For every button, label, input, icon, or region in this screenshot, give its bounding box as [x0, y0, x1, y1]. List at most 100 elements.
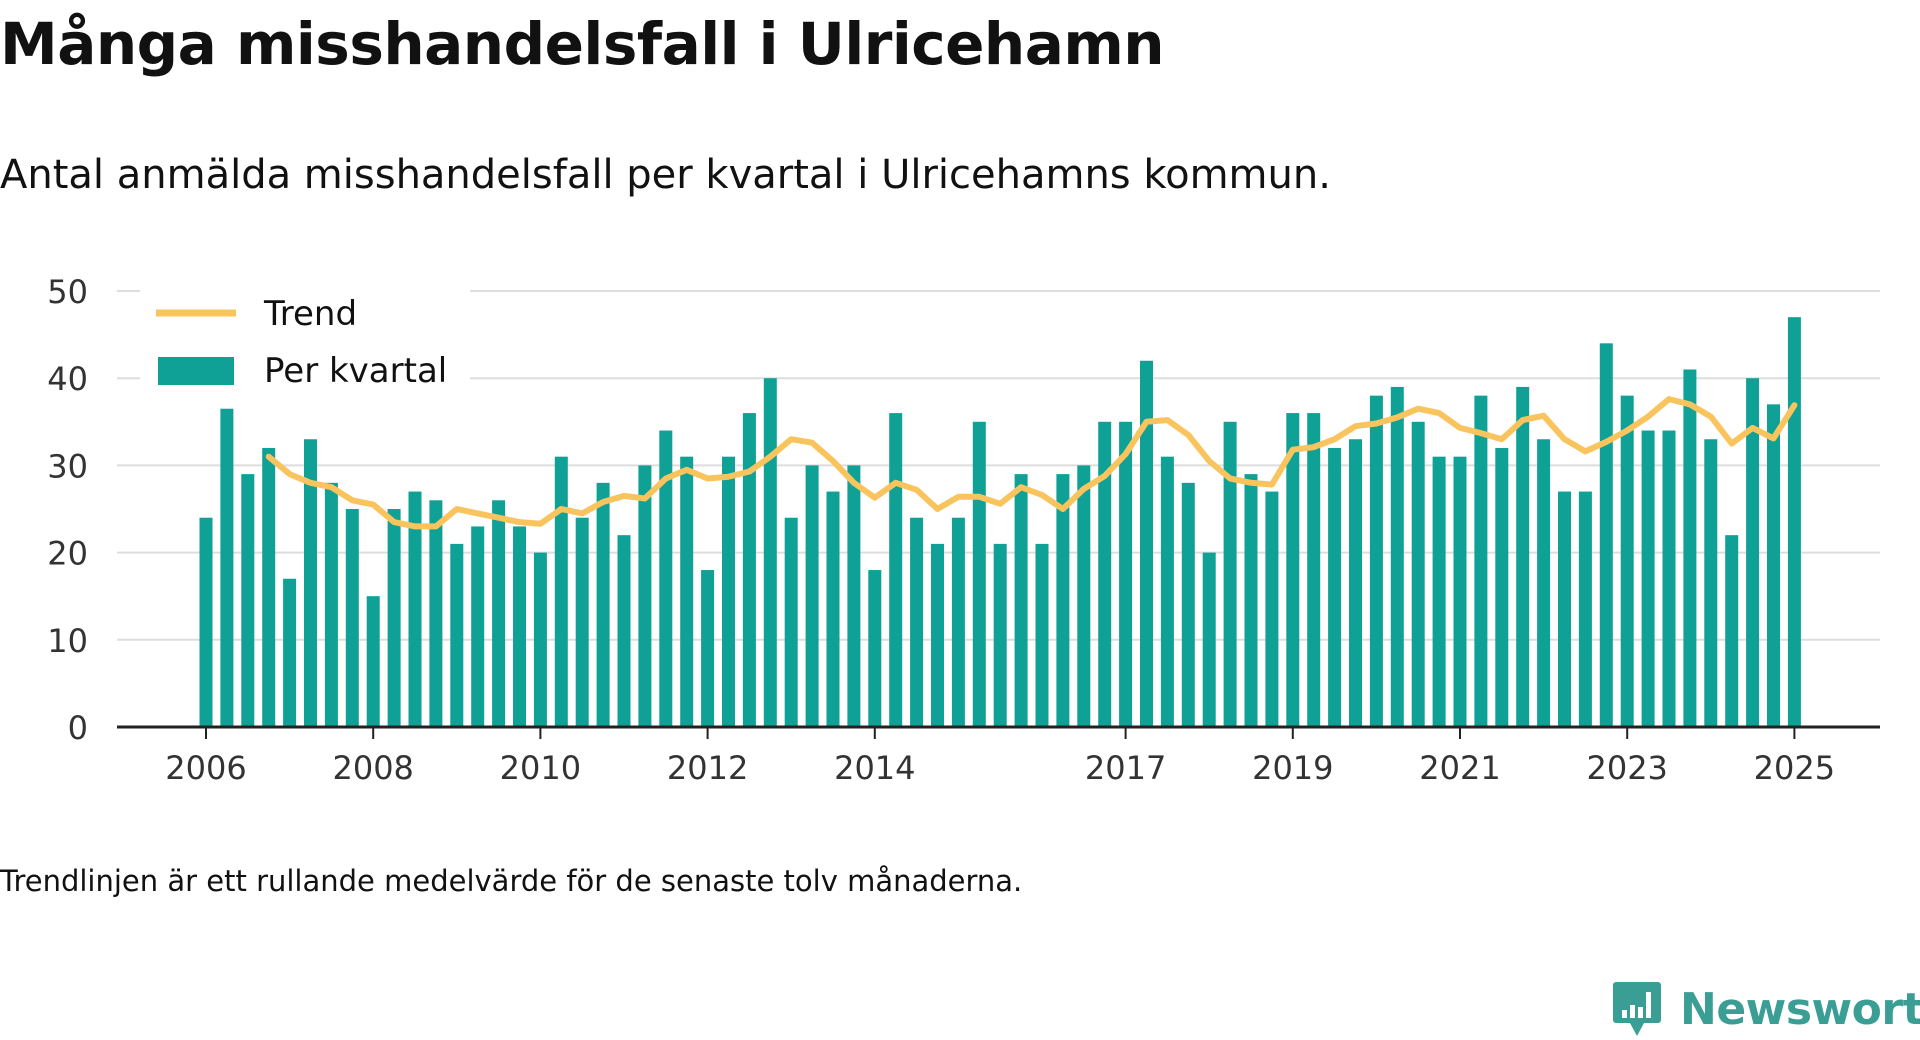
bar [283, 578, 297, 727]
bar [1620, 395, 1634, 727]
bar [701, 570, 715, 727]
bar [513, 526, 526, 727]
x-axis: 2006 2008 2010 2012 2014 2017 2019 2021 2023 2025 [117, 725, 1880, 787]
bar [722, 456, 735, 727]
bar [784, 517, 798, 727]
bar [889, 413, 903, 727]
bar [1349, 439, 1362, 727]
y-axis: 0 10 20 30 40 50 [47, 273, 88, 747]
bar [1223, 421, 1237, 727]
bar [1558, 491, 1571, 727]
bar-series [199, 317, 1801, 727]
bar [742, 413, 756, 727]
x-tick-label: 2008 [332, 749, 413, 787]
footnote: Trendlinjen är ett rullande medelvärde f… [0, 864, 1023, 898]
bar [910, 517, 924, 727]
bar [1014, 474, 1028, 727]
bar [1453, 456, 1467, 727]
bar [826, 491, 840, 727]
bar [1098, 421, 1112, 727]
bar [575, 517, 589, 727]
x-tick-label: 2010 [500, 749, 581, 787]
bar [1181, 482, 1195, 727]
bar [1286, 413, 1300, 727]
bar [1077, 465, 1091, 727]
bar [241, 474, 255, 727]
bar [1035, 543, 1049, 727]
bar [993, 543, 1007, 727]
bar [262, 447, 276, 727]
legend-bar-label: Per kvartal [264, 351, 447, 391]
bar [199, 517, 213, 727]
bar [1244, 474, 1258, 727]
bar [471, 526, 485, 727]
bar [492, 500, 506, 727]
bar [931, 543, 944, 727]
y-tick-label: 0 [68, 709, 88, 747]
y-tick-label: 20 [47, 535, 88, 573]
bar [1641, 430, 1655, 727]
bar [680, 456, 694, 727]
bar [1390, 386, 1404, 727]
bar [554, 456, 568, 727]
bar [1683, 369, 1697, 727]
bar [1662, 430, 1676, 727]
legend: Trend Per kvartal [140, 288, 470, 398]
trend-line [265, 396, 1798, 530]
y-tick-label: 10 [47, 622, 88, 660]
brand-logo: Newsworthy [1612, 980, 1920, 1038]
chart-svg: 0 10 20 30 40 50 2006 2008 2010 2012 2014 2017 2019… [47, 273, 1880, 787]
x-tick-label: 2019 [1252, 749, 1333, 787]
bar [617, 535, 631, 727]
bar [1202, 552, 1216, 727]
bar [1599, 343, 1613, 727]
y-tick-label: 30 [47, 447, 88, 485]
bar [324, 482, 338, 727]
bar [1537, 439, 1551, 727]
bar [1578, 491, 1592, 727]
bar [1265, 491, 1279, 727]
bar [638, 465, 652, 727]
bar [1432, 456, 1446, 727]
legend-bar-swatch [158, 357, 234, 385]
bar [1746, 378, 1760, 727]
chart-title: Många misshandelsfall i Ulricehamn [0, 10, 1165, 78]
trend-series [265, 396, 1798, 530]
bar [1056, 474, 1070, 727]
x-tick-label: 2023 [1586, 749, 1667, 787]
bar [1119, 421, 1133, 727]
bar [1411, 421, 1425, 727]
brand-name: Newsworthy [1680, 983, 1920, 1035]
bar [1725, 535, 1739, 727]
bar [1328, 447, 1342, 727]
bar [345, 509, 359, 727]
bar [1307, 413, 1321, 727]
bar [1160, 456, 1174, 727]
legend-trend-label: Trend [263, 294, 357, 334]
bar [1140, 360, 1153, 727]
x-tick-label: 2025 [1754, 749, 1835, 787]
chart-subtitle: Antal anmälda misshandelsfall per kvarta… [0, 152, 1331, 198]
bar [1704, 439, 1718, 727]
bar [220, 408, 234, 727]
bar [1787, 317, 1801, 727]
y-tick-label: 40 [47, 360, 88, 398]
newsworthy-logo-icon [1613, 982, 1661, 1036]
bar [659, 430, 673, 727]
y-tick-label: 50 [47, 273, 88, 311]
bar [450, 543, 464, 727]
bar [366, 596, 380, 727]
bar [951, 517, 965, 727]
bar [1495, 447, 1509, 727]
x-tick-label: 2012 [667, 749, 748, 787]
x-tick-label: 2006 [165, 749, 246, 787]
bar [847, 465, 861, 727]
bar [1516, 386, 1530, 727]
bar [304, 439, 317, 727]
bar [387, 509, 401, 727]
bar [763, 378, 777, 727]
x-tick-label: 2014 [834, 749, 915, 787]
bar [868, 570, 882, 727]
bar [429, 500, 443, 727]
bar [972, 421, 986, 727]
